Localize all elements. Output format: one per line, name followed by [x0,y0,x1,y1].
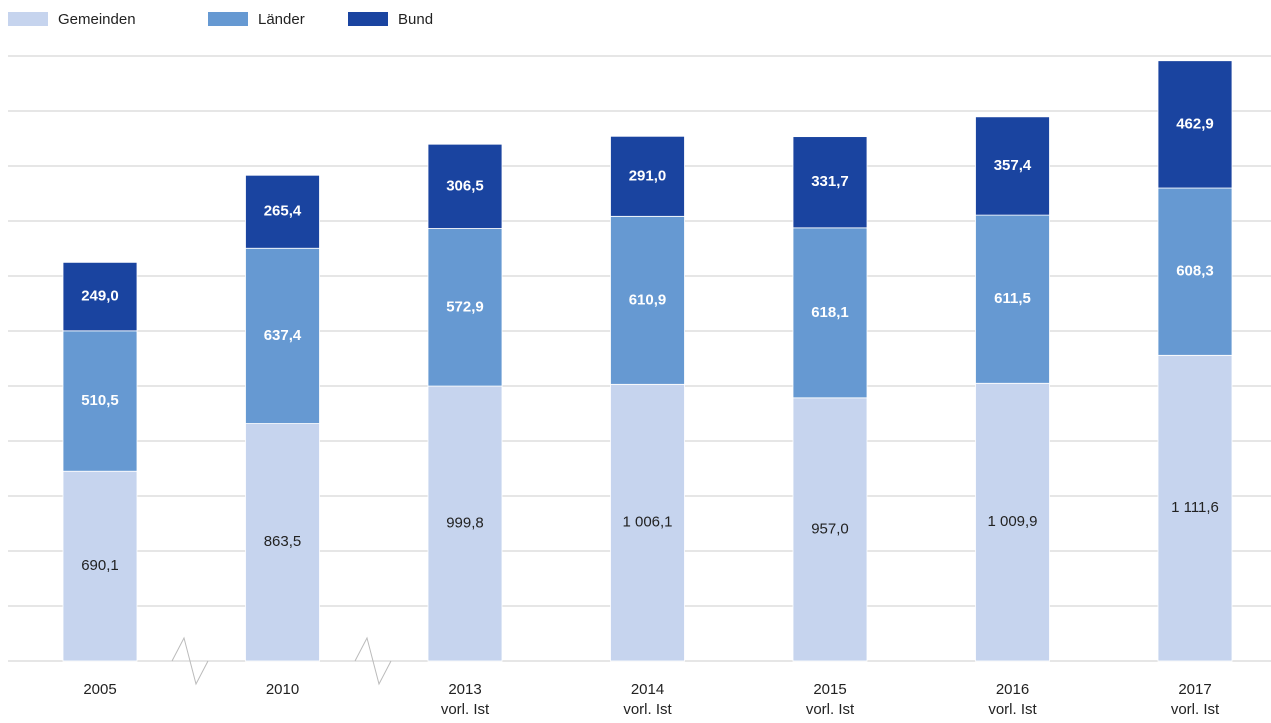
value-label: 637,4 [264,327,302,344]
bar-segment [1157,187,1233,356]
value-label: 1 111,6 [1171,499,1219,516]
value-label: 957,0 [811,520,849,537]
legend-label: Bund [398,11,433,28]
value-label: 357,4 [994,157,1032,174]
value-label: 999,8 [446,514,484,531]
x-tick-label: 2014 vorl. Ist [623,681,672,718]
bar-segment [62,261,138,332]
axis-break [171,636,209,686]
bar-segment [245,174,320,249]
bar-segment [1157,354,1233,662]
value-label: 610,9 [629,291,667,308]
bar-segment [610,215,685,385]
value-label: 462,9 [1176,115,1214,132]
value-label: 510,5 [81,392,119,409]
bar-segment [792,136,868,229]
axis-breaks [171,636,392,686]
x-tick-label: 2015 vorl. Ist [805,681,855,718]
value-label: 608,3 [1176,263,1214,280]
bar-segment [610,135,685,217]
value-label: 1 009,9 [987,513,1037,530]
bar-segment [427,385,503,662]
value-label: 690,1 [81,557,119,574]
x-tick-label: 2010 [265,681,300,698]
value-label: 331,7 [811,173,849,190]
legend-swatch [348,12,388,26]
bar-segment [427,143,503,229]
value-label: 291,0 [629,167,667,184]
legend-label: Gemeinden [58,11,136,28]
value-label: 306,5 [446,177,484,194]
legend-swatch [208,12,248,26]
x-tick-label: 2013 vorl. Ist [440,681,490,718]
x-tick-label: 2016 vorl. Ist [988,681,1037,718]
bar-segment [62,330,138,472]
bar-segment [792,227,868,399]
x-tick-label: 2017 vorl. Ist [1170,681,1220,718]
value-label: 1 006,1 [622,514,672,531]
bar-segment [975,214,1050,384]
value-label: 265,4 [264,203,302,220]
bar-segment [245,423,320,662]
bar-segment [427,228,503,387]
bar-segment [975,116,1050,216]
value-label: 249,0 [81,288,119,305]
value-label: 611,5 [994,290,1031,307]
bar-segment [610,383,685,662]
legend-swatch [8,12,48,26]
axis-break [354,636,392,686]
bar-segment [1157,60,1233,189]
bar-segment [792,397,868,662]
bar-segment [975,382,1050,662]
value-label: 863,5 [264,533,302,550]
bar-segment [245,247,320,424]
legend-label: Länder [258,11,305,28]
x-tick-label: 2005 [83,681,117,698]
bar-segment [62,470,138,662]
value-label: 572,9 [446,298,484,315]
value-label: 618,1 [811,304,849,321]
